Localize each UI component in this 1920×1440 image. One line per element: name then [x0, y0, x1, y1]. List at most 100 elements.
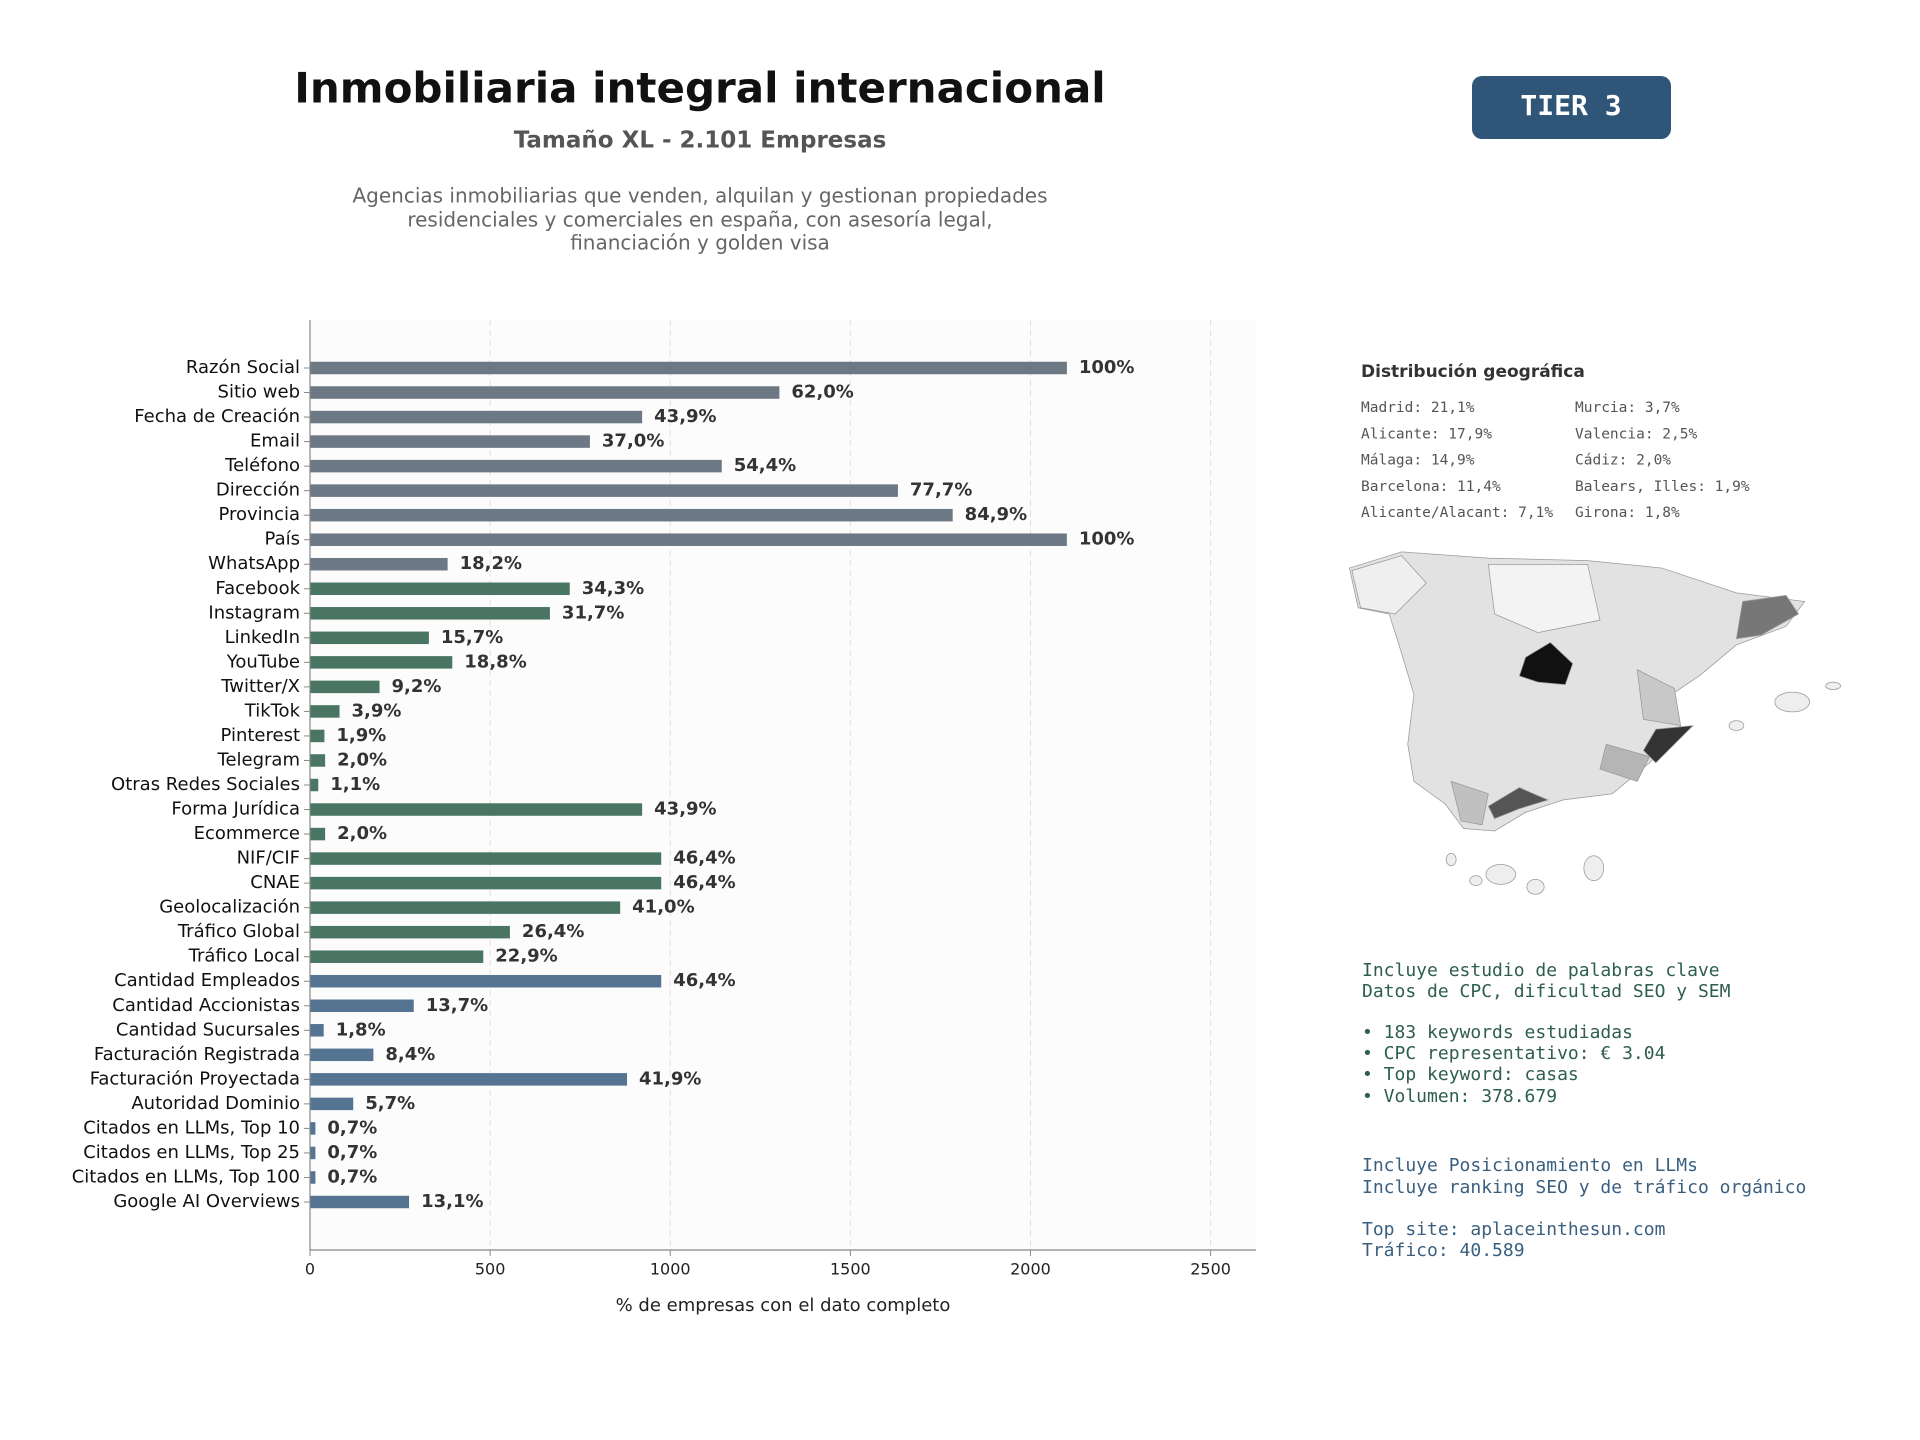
y-tick-label: Sitio web [218, 382, 300, 403]
bar [310, 754, 326, 767]
geo-item: Girona: 1,8% [1575, 505, 1680, 521]
note-line: Incluye Posicionamiento en LLMs [1362, 1155, 1698, 1176]
bar [310, 925, 510, 939]
value-label: 15,7% [441, 627, 503, 648]
map-island [1469, 875, 1483, 886]
y-tick-label: Telegram [217, 749, 300, 770]
y-tick-label: NIF/CIF [237, 848, 300, 869]
map-island [1583, 855, 1605, 881]
geo-item: Madrid: 21,1% [1361, 400, 1475, 416]
value-label: 0,7% [327, 1142, 377, 1163]
badge [1472, 76, 1671, 139]
bar [310, 1024, 324, 1037]
y-tick-label: Dirección [216, 480, 300, 501]
bar [310, 607, 550, 620]
y-tick-label: TikTok [244, 700, 301, 721]
y-tick-label: Otras Redes Sociales [111, 774, 300, 795]
geo-item: Valencia: 2,5% [1575, 426, 1697, 442]
bar [310, 557, 448, 571]
y-tick-label: Tráfico Local [188, 946, 300, 967]
value-label: 41,9% [639, 1068, 701, 1089]
bar [310, 361, 1067, 375]
value-label: 100% [1079, 357, 1135, 378]
y-tick-label: Fecha de Creación [134, 406, 300, 427]
bar [310, 852, 662, 865]
geo-item: Alicante: 17,9% [1361, 426, 1492, 442]
bar [310, 656, 453, 669]
y-tick-label: Razón Social [186, 357, 300, 378]
y-tick-label: Tráfico Global [177, 921, 300, 942]
bar [310, 533, 1067, 546]
value-label: 34,3% [582, 578, 644, 599]
bar [310, 582, 570, 596]
value-label: 43,9% [654, 799, 716, 820]
y-tick-label: Facebook [215, 578, 300, 599]
y-tick-label: Ecommerce [194, 823, 300, 844]
value-label: 41,0% [632, 897, 694, 918]
plot-area [310, 320, 1256, 1250]
bar [310, 459, 722, 473]
value-label: 3,9% [352, 700, 402, 721]
value-label: 13,1% [421, 1191, 483, 1212]
title: Inmobiliaria integral internacional [294, 64, 1105, 113]
bar [310, 484, 898, 497]
value-label: 2,0% [337, 749, 387, 770]
value-label: 37,0% [602, 431, 664, 452]
map-island [1485, 864, 1517, 885]
bar [310, 1195, 410, 1209]
y-tick-label: Google AI Overviews [113, 1191, 300, 1212]
value-label: 13,7% [426, 995, 488, 1016]
value-label: 0,7% [327, 1117, 377, 1138]
value-label: 84,9% [965, 504, 1027, 525]
bar [310, 827, 326, 841]
value-label: 0,7% [327, 1166, 377, 1187]
value-label: 9,2% [392, 676, 442, 697]
map-madrid [1518, 642, 1574, 686]
y-tick-label: Autoridad Dominio [131, 1093, 300, 1114]
map-island [1774, 691, 1810, 713]
map-region [1450, 780, 1489, 826]
geo-item: Barcelona: 11,4% [1361, 479, 1501, 495]
geo-item: Murcia: 3,7% [1575, 400, 1680, 416]
bar [310, 778, 319, 792]
y-tick-label: LinkedIn [225, 627, 300, 648]
description: Agencias inmobiliarias que venden, alqui… [352, 184, 1047, 208]
map-barcelona [1735, 594, 1799, 640]
y-tick-label: Citados en LLMs, Top 25 [83, 1142, 300, 1163]
bar [310, 950, 484, 963]
bar [310, 705, 340, 718]
x-tick-label: 1500 [830, 1260, 871, 1279]
x-axis-label: % de empresas con el dato completo [616, 1295, 951, 1316]
badge-text: TIER 3 [1520, 89, 1621, 122]
note-line: Top site: aplaceinthesun.com [1362, 1219, 1665, 1240]
geo-item: Alicante/Alacant: 7,1% [1361, 505, 1553, 521]
note-line: • Top keyword: casas [1362, 1064, 1579, 1085]
y-tick-label: País [265, 529, 300, 550]
y-tick-label: Facturación Registrada [94, 1044, 300, 1065]
value-label: 5,7% [365, 1093, 415, 1114]
bar [310, 1048, 374, 1062]
note-line: • CPC representativo: € 3.04 [1362, 1043, 1665, 1064]
y-tick-label: Facturación Proyectada [90, 1068, 300, 1089]
x-tick-label: 2000 [1010, 1260, 1051, 1279]
note-line: Datos de CPC, dificultad SEO y SEM [1362, 981, 1731, 1002]
x-tick-label: 1000 [650, 1260, 691, 1279]
y-tick-label: Instagram [208, 602, 300, 623]
y-tick-label: Cantidad Accionistas [112, 995, 300, 1016]
y-tick-label: Email [250, 431, 300, 452]
note-line: Tráfico: 40.589 [1362, 1240, 1525, 1261]
value-label: 100% [1079, 529, 1135, 550]
y-tick-label: Provincia [218, 504, 300, 525]
y-tick-label: YouTube [226, 651, 300, 672]
value-label: 2,0% [337, 823, 387, 844]
value-label: 46,4% [673, 848, 735, 869]
bar [310, 803, 643, 816]
map-region [1351, 555, 1427, 615]
y-tick-label: Citados en LLMs, Top 10 [83, 1117, 300, 1138]
x-tick-label: 500 [475, 1260, 506, 1279]
bar [310, 508, 953, 522]
note-line: Incluye ranking SEO y de tráfico orgánic… [1362, 1177, 1806, 1198]
value-label: 62,0% [791, 382, 853, 403]
